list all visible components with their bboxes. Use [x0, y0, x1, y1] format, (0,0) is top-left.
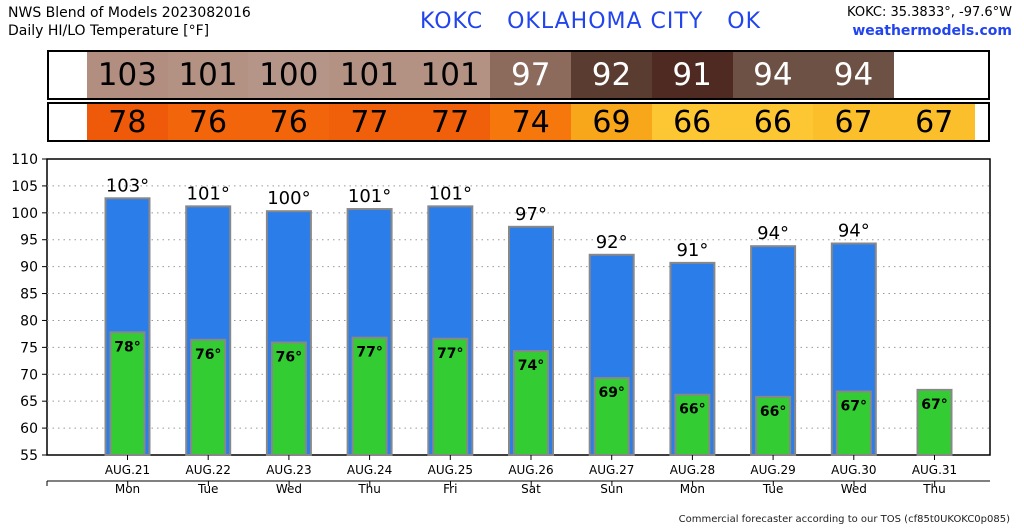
high-temp-strip: 103 101 100 101 101 97 92 91 94 94 — [47, 50, 990, 100]
y-tick-label: 95 — [20, 233, 38, 249]
low-temp-cell: 76 — [167, 104, 249, 140]
low-temp-label: 66° — [679, 402, 705, 418]
y-tick-label: 90 — [20, 260, 38, 276]
chart-subtitle: Daily HI/LO Temperature [°F] — [8, 23, 210, 39]
temperature-chart: 55 60 65 70 75 80 85 90 95 100 105 110 103° 101° 100° 1… — [11, 152, 991, 496]
low-temp-label: 77° — [356, 345, 382, 361]
low-temp-label: 76° — [195, 347, 221, 363]
station-coords: KOKC: 35.3833°, -97.6°W — [847, 5, 1012, 20]
low-temp-label: 67° — [921, 397, 947, 413]
low-temp-bar — [755, 395, 792, 456]
low-temp-bar — [916, 388, 953, 457]
high-temp-label: 97° — [515, 204, 547, 225]
low-temp-bar — [432, 337, 469, 457]
low-temp-label: 77° — [437, 346, 463, 362]
site-link[interactable]: weathermodels.com — [852, 23, 1012, 39]
high-temp-label: 94° — [757, 223, 789, 244]
chart-title: NWS Blend of Models 2023082016 — [8, 5, 251, 21]
weekday-label: Mon — [115, 482, 140, 496]
x-tick-label: AUG.24 — [347, 463, 392, 477]
weekday-label: Tue — [197, 482, 219, 496]
high-temp-cell: 91 — [651, 52, 733, 98]
y-tick-label: 65 — [20, 394, 38, 410]
low-temp-label: 78° — [114, 339, 140, 355]
y-tick-label: 75 — [20, 340, 38, 356]
low-temp-label: 66° — [760, 404, 786, 420]
low-temp-label: 69° — [598, 385, 624, 401]
low-temp-label: 74° — [518, 358, 544, 374]
high-temp-label: 94° — [838, 220, 870, 241]
low-temp-strip: 78 76 76 77 77 74 69 66 66 67 67 — [47, 102, 990, 142]
y-tick-label: 85 — [20, 287, 38, 303]
low-temp-label: 67° — [841, 398, 867, 414]
weekday-label: Sat — [521, 482, 541, 496]
low-temp-cell: 66 — [732, 104, 814, 140]
low-temp-cell: 67 — [893, 104, 975, 140]
high-temp-cell: 101 — [329, 52, 410, 98]
y-tick-label: 80 — [20, 313, 38, 329]
low-temp-cell: 77 — [409, 104, 491, 140]
low-temp-cell: 67 — [813, 104, 894, 140]
low-temp-cell: 77 — [329, 104, 410, 140]
station-name: KOKC OKLAHOMA CITY OK — [420, 9, 761, 34]
weekday-label: Tue — [762, 482, 784, 496]
high-temp-cell: 101 — [167, 52, 249, 98]
y-tick-label: 60 — [20, 421, 38, 437]
high-temp-cell: 100 — [248, 52, 330, 98]
weekday-label: Mon — [680, 482, 705, 496]
footer-note: Commercial forecaster according to our T… — [678, 514, 1010, 525]
low-temp-cell: 69 — [571, 104, 652, 140]
weekday-label: Wed — [841, 482, 867, 496]
x-tick-label: AUG.21 — [105, 463, 150, 477]
strip-blank-cell — [974, 104, 988, 140]
low-temp-bar — [513, 350, 549, 456]
y-tick-label: 100 — [11, 206, 38, 222]
high-temp-cell: 92 — [571, 52, 652, 98]
weekday-label: Thu — [922, 482, 946, 496]
x-tick-label: AUG.22 — [186, 463, 231, 477]
high-temp-label: 100° — [267, 188, 310, 209]
strip-blank-cell — [49, 52, 87, 98]
x-tick-label: AUG.26 — [508, 463, 553, 477]
high-temp-cell: 94 — [813, 52, 894, 98]
low-temp-cell: 66 — [651, 104, 733, 140]
high-temp-cell: 97 — [490, 52, 572, 98]
y-tick-label: 70 — [20, 367, 38, 383]
y-tick-label: 105 — [11, 179, 38, 195]
x-tick-label: AUG.25 — [428, 463, 473, 477]
x-tick-label: AUG.29 — [750, 463, 795, 477]
y-tick-label: 110 — [11, 152, 38, 168]
x-tick-label: AUG.27 — [589, 463, 634, 477]
weekday-label: Sun — [600, 482, 623, 496]
x-tick-label: AUG.31 — [912, 463, 957, 477]
high-temp-cell: 101 — [409, 52, 491, 98]
x-tick-label: AUG.23 — [266, 463, 311, 477]
y-tick-label: 55 — [20, 448, 38, 464]
low-temp-cell: 74 — [490, 104, 572, 140]
high-temp-cell: 94 — [732, 52, 814, 98]
weekday-label: Fri — [443, 482, 457, 496]
weekday-label: Thu — [357, 482, 381, 496]
low-temp-bar — [674, 393, 711, 456]
low-temp-cell: 78 — [87, 104, 168, 140]
x-tick-label: AUG.30 — [831, 463, 876, 477]
high-temp-label: 91° — [676, 240, 708, 261]
high-temp-cell: 103 — [87, 52, 168, 98]
strip-blank-cell — [893, 52, 988, 98]
strip-blank-cell — [49, 104, 87, 140]
high-temp-label: 101° — [429, 183, 472, 204]
low-temp-label: 76° — [276, 350, 302, 366]
high-temp-label: 101° — [187, 183, 230, 204]
high-temp-label: 103° — [106, 175, 149, 196]
weekday-label: Wed — [276, 482, 302, 496]
high-temp-label: 92° — [596, 232, 628, 253]
high-temp-label: 101° — [348, 186, 391, 207]
x-tick-label: AUG.28 — [670, 463, 715, 477]
low-temp-cell: 76 — [248, 104, 330, 140]
